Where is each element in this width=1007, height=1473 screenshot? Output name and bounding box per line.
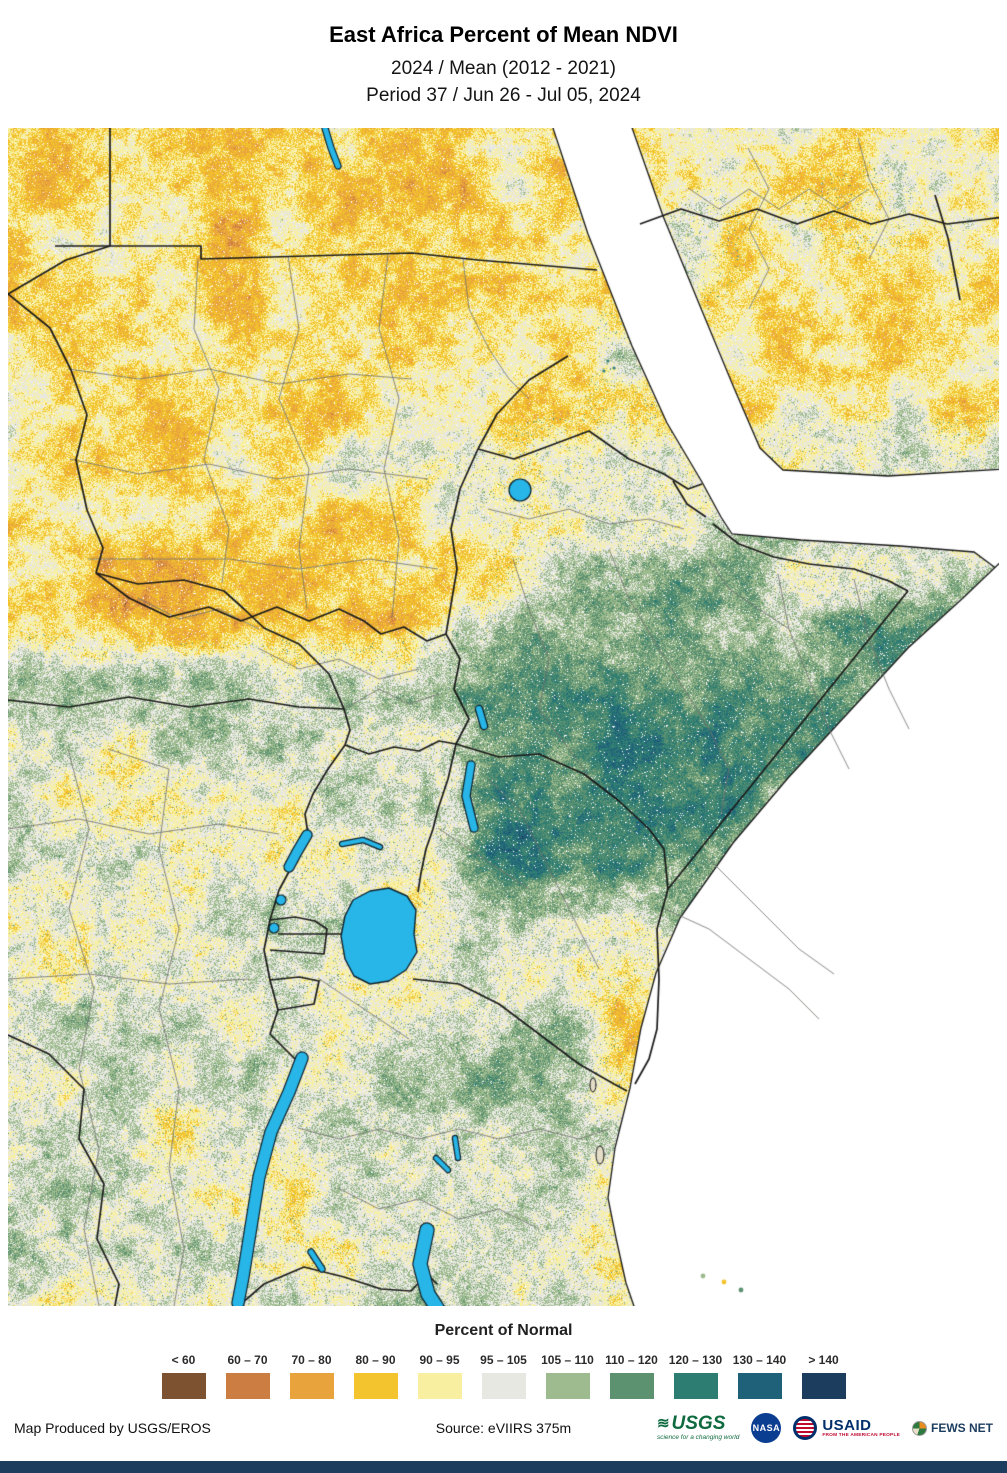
legend-color-swatch [801,1373,846,1399]
legend-item: 90 – 95 [412,1353,468,1399]
legend-classes: < 60 60 – 70 70 – 80 80 – 90 90 – 95 95 – 105… [0,1353,1007,1399]
legend-class-label: < 60 [171,1353,196,1367]
legend-class-label: 60 – 70 [227,1353,268,1367]
bottom-bar [0,1461,1007,1473]
legend-color-swatch [481,1373,526,1399]
legend: Percent of Normal < 60 60 – 70 70 – 80 80 –… [0,1322,1007,1399]
fewsnet-logo: FEWS NET [912,1420,993,1436]
map-header: East Africa Percent of Mean NDVI 2024 / … [0,0,1007,109]
legend-class-label: 90 – 95 [419,1353,460,1367]
legend-item: 70 – 80 [284,1353,340,1399]
legend-color-swatch [417,1373,462,1399]
usgs-wave-icon: ≋ [656,1415,670,1432]
usgs-tagline: science for a changing world [656,1434,740,1441]
legend-class-label: 80 – 90 [355,1353,396,1367]
produced-by-text: Map Produced by USGS/EROS [14,1420,211,1436]
legend-color-swatch [289,1373,334,1399]
legend-color-swatch [353,1373,398,1399]
legend-item: 120 – 130 [668,1353,724,1399]
legend-color-swatch [225,1373,270,1399]
legend-color-swatch [609,1373,654,1399]
ndvi-map-canvas [8,128,999,1306]
legend-title: Percent of Normal [434,1322,573,1339]
legend-item: 105 – 110 [540,1353,596,1399]
legend-color-swatch [161,1373,206,1399]
fewsnet-globe-icon [912,1420,927,1436]
legend-color-swatch [673,1373,718,1399]
legend-class-label: 70 – 80 [291,1353,332,1367]
map-subtitle-ratio: 2024 / Mean (2012 - 2021) [391,58,616,79]
legend-color-swatch [737,1373,782,1399]
fewsnet-logo-text: FEWS NET [931,1421,993,1435]
usgs-logo: ≋ USGS science for a changing world [656,1413,740,1441]
legend-class-label: 110 – 120 [605,1353,658,1367]
legend-class-label: 95 – 105 [480,1353,527,1367]
usaid-logo-text: USAID [822,1416,872,1434]
legend-item: > 140 [796,1353,852,1399]
legend-item: 110 – 120 [604,1353,660,1399]
legend-item: 130 – 140 [732,1353,788,1399]
legend-class-label: 120 – 130 [668,1353,723,1367]
usaid-seal-icon [793,1416,818,1440]
legend-class-label: 130 – 140 [732,1353,787,1367]
logo-row: ≋ USGS science for a changing world NASA … [571,1413,993,1443]
legend-item: 80 – 90 [348,1353,404,1399]
usgs-logo-text: USGS [671,1413,726,1434]
legend-class-label: 105 – 110 [541,1353,594,1367]
usaid-tagline: FROM THE AMERICAN PEOPLE [822,1432,900,1438]
legend-item: 95 – 105 [476,1353,532,1399]
source-text: Source: eVIIRS 375m [435,1420,572,1436]
legend-item: < 60 [156,1353,212,1399]
map-subtitle-period: Period 37 / Jun 26 - Jul 05, 2024 [366,85,641,106]
legend-class-label: > 140 [808,1353,839,1367]
map-area [8,128,999,1306]
legend-item: 60 – 70 [220,1353,276,1399]
nasa-logo-text: NASA [752,1423,781,1433]
map-title: East Africa Percent of Mean NDVI [329,22,678,47]
map-footer: Map Produced by USGS/EROS Source: eVIIRS… [0,1399,1007,1457]
usaid-logo: USAID FROM THE AMERICAN PEOPLE [793,1416,900,1440]
nasa-logo: NASA [751,1413,782,1443]
legend-color-swatch [545,1373,590,1399]
